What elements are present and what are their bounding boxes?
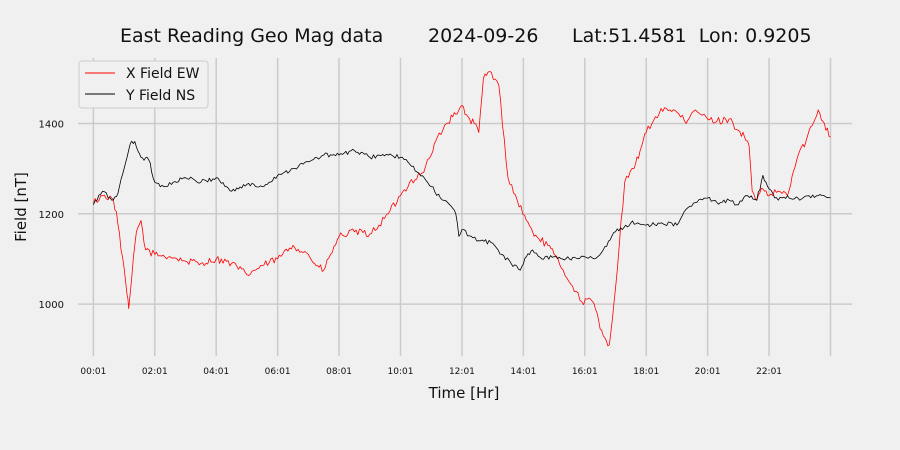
chart-title: East Reading Geo Mag data xyxy=(120,25,383,47)
y-tick-label: 1000 xyxy=(39,300,64,311)
chart-location: Lat:51.4581 Lon: 0.9205 xyxy=(572,25,812,47)
x-tick-label: 16:01 xyxy=(572,367,598,377)
x-tick-label: 18:01 xyxy=(633,367,659,377)
x-tick-label: 14:01 xyxy=(510,367,536,377)
y-tick-label: 1400 xyxy=(39,119,64,130)
x-tick-label: 12:01 xyxy=(449,367,475,377)
x-tick-label: 06:01 xyxy=(265,367,291,377)
series-layer xyxy=(93,71,831,347)
legend: X Field EW Y Field NS xyxy=(78,60,209,109)
x-axis-label: Time [Hr] xyxy=(428,384,500,402)
x-tick-labels: 00:01 02:01 04:01 06:01 08:01 10:01 12:01 14:01… xyxy=(80,367,782,377)
x-tick-label: 08:01 xyxy=(326,367,352,377)
legend-label-x-field: X Field EW xyxy=(126,66,200,82)
y-tick-label: 1200 xyxy=(39,210,64,221)
x-tick-label: 20:01 xyxy=(695,367,721,377)
legend-label-y-field: Y Field NS xyxy=(125,88,195,104)
y-axis-label: Field [nT] xyxy=(12,172,30,242)
x-tick-label: 02:01 xyxy=(142,367,168,377)
chart-date: 2024-09-26 xyxy=(428,25,538,47)
y-tick-labels: 1000 1200 1400 xyxy=(39,119,64,311)
x-tick-label: 04:01 xyxy=(203,367,229,377)
x-tick-label: 22:01 xyxy=(756,367,782,377)
x-tick-label: 00:01 xyxy=(80,367,106,377)
series-line-y-field xyxy=(93,140,831,271)
x-tick-label: 10:01 xyxy=(388,367,414,377)
grid xyxy=(78,58,852,356)
series-line-x-field xyxy=(93,71,831,347)
